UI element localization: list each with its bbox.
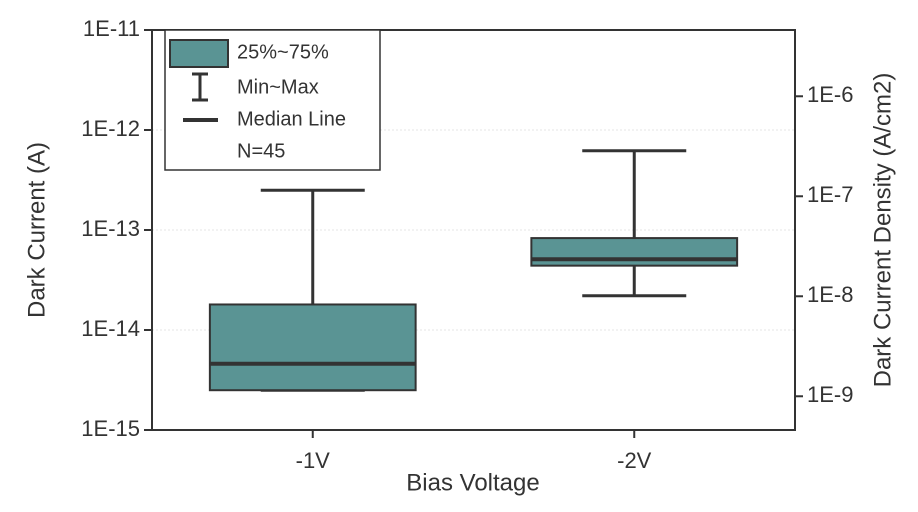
y-tick-label: 1E-15 (81, 416, 140, 441)
x-tick-label: -1V (296, 448, 331, 473)
box (208, 303, 417, 392)
x-axis-label: Bias Voltage (406, 469, 539, 496)
y2-tick-label: 1E-9 (807, 382, 853, 407)
y-tick-label: 1E-14 (81, 316, 140, 341)
y-axis-label: Dark Current (A) (23, 142, 50, 318)
box (530, 237, 739, 267)
legend-swatch (169, 39, 229, 68)
plot-frame (151, 29, 796, 431)
legend-label: Median Line (237, 108, 346, 130)
legend-label: Min~Max (237, 76, 319, 98)
legend-note: N=45 (237, 140, 285, 162)
y-tick-label: 1E-11 (83, 16, 140, 41)
y-tick-label: 1E-12 (81, 116, 140, 141)
y-tick-label: 1E-13 (81, 216, 140, 241)
x-tick-label: -2V (617, 448, 652, 473)
y2-tick-label: 1E-8 (807, 282, 853, 307)
y2-axis-label: Dark Current Density (A/cm2) (869, 73, 896, 388)
y2-tick-label: 1E-7 (807, 182, 853, 207)
y2-tick-label: 1E-6 (807, 82, 853, 107)
legend-label: 25%~75% (237, 41, 329, 63)
